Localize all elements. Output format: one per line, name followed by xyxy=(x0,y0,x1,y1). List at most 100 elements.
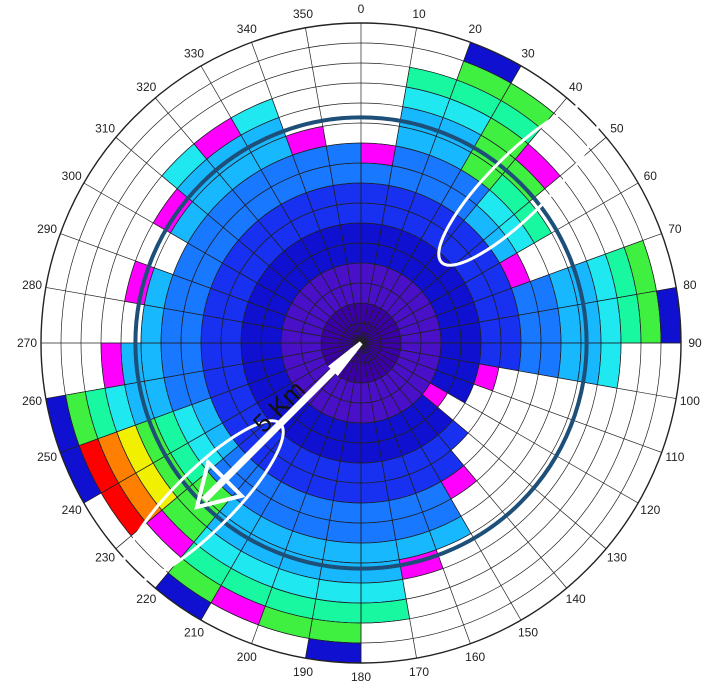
grid-spoke xyxy=(83,182,362,344)
heatmap-cell xyxy=(360,202,386,226)
heatmap-cell xyxy=(518,311,542,344)
heatmap-cell xyxy=(180,311,204,344)
grid-spoke xyxy=(115,342,362,549)
angle-tick-label: 340 xyxy=(237,22,257,36)
heatmap-cell xyxy=(336,460,362,484)
grid-spoke xyxy=(60,233,362,344)
heatmap-cell xyxy=(360,500,393,524)
heatmap-cell xyxy=(332,480,362,504)
angle-tick-label: 0 xyxy=(358,2,365,16)
heatmap-cell xyxy=(498,342,522,372)
angle-tick-label: 170 xyxy=(409,665,429,679)
grid-spoke xyxy=(360,137,607,344)
angle-tick-label: 100 xyxy=(680,394,700,408)
grid-spoke xyxy=(251,42,362,344)
grid-spoke xyxy=(155,97,362,344)
heatmap-cell xyxy=(557,342,582,382)
angle-tick-label: 350 xyxy=(293,7,313,21)
highlight-ellipse-northeast xyxy=(437,102,602,267)
grid-spoke xyxy=(360,342,607,549)
grid-spoke xyxy=(45,287,362,344)
grid-spoke xyxy=(360,342,677,399)
grid-spoke xyxy=(360,182,639,344)
grid-spoke xyxy=(60,342,362,453)
angle-tick-label: 40 xyxy=(569,80,583,94)
distance-arrow-head-outer xyxy=(194,458,246,510)
angle-tick-label: 250 xyxy=(37,450,57,464)
heatmap-cells xyxy=(45,41,682,664)
angle-tick-label: 120 xyxy=(640,503,660,517)
angle-tick-label: 130 xyxy=(607,551,627,565)
heatmap-cell xyxy=(220,318,244,344)
grid-spoke xyxy=(360,97,567,344)
angle-tick-label: 320 xyxy=(136,80,156,94)
angle-tick-label: 180 xyxy=(351,670,371,684)
grid-spoke xyxy=(360,287,677,344)
angle-tick-label: 220 xyxy=(136,592,156,606)
grid-spoke xyxy=(360,233,662,344)
heatmap-cell xyxy=(360,162,393,186)
heatmap-cell xyxy=(329,162,362,186)
heatmap-cell xyxy=(360,182,390,206)
heatmap-cell xyxy=(537,307,562,344)
heatmap-cell xyxy=(360,460,386,484)
heatmap-cell xyxy=(336,202,362,226)
angle-tick-label: 60 xyxy=(644,169,658,183)
heatmap-cell xyxy=(478,318,502,344)
distance-arrow xyxy=(194,341,363,510)
heatmap-cell xyxy=(537,342,562,379)
angle-tick-label: 70 xyxy=(668,222,682,236)
angle-tick-label: 80 xyxy=(683,278,697,292)
angle-tick-label: 190 xyxy=(293,665,313,679)
angle-tick-label: 150 xyxy=(518,625,538,639)
angle-tick-label: 140 xyxy=(566,592,586,606)
heatmap-cell xyxy=(220,342,244,368)
heatmap-cell xyxy=(332,182,362,206)
angle-tick-label: 110 xyxy=(665,450,684,464)
distance-arrow-head-inner xyxy=(328,341,363,376)
grid-spoke xyxy=(200,342,362,621)
grid-spoke xyxy=(155,342,362,589)
angle-tick-label: 90 xyxy=(688,336,702,350)
grid-spoke xyxy=(200,65,362,344)
angle-tick-label: 20 xyxy=(469,22,483,36)
heatmap-cell xyxy=(360,539,400,564)
grid-spoke xyxy=(305,342,362,659)
angle-tick-label: 290 xyxy=(37,222,57,236)
angle-tick-label: 200 xyxy=(237,650,257,664)
heatmap-cell xyxy=(518,342,542,375)
angle-tick-label: 10 xyxy=(412,7,426,21)
grid-spoke xyxy=(305,27,362,344)
grid-spoke xyxy=(360,65,522,344)
angle-labels: 0 10 20 30 40 50 60 70 80 90 100 110 120 130 140 150 160… xyxy=(17,2,702,684)
heatmap-cell xyxy=(360,480,390,504)
heatmap-cell xyxy=(360,519,397,544)
grid-spoke xyxy=(360,342,471,644)
grid-spoke xyxy=(251,342,362,644)
angle-tick-label: 160 xyxy=(465,650,485,664)
polar-grid xyxy=(40,22,682,664)
distance-arrow-shaft xyxy=(201,347,357,503)
grid-spoke xyxy=(360,342,639,504)
heatmap-cell xyxy=(498,314,522,344)
heatmap-cell xyxy=(140,304,165,344)
angle-tick-label: 310 xyxy=(95,121,115,135)
grid-spoke xyxy=(360,342,522,621)
heatmap-cell xyxy=(160,342,185,379)
distance-circle xyxy=(133,115,589,571)
heatmap-cell xyxy=(478,342,502,368)
angle-tick-label: 260 xyxy=(22,394,42,408)
grid-spoke xyxy=(45,342,362,399)
heatmap-cell xyxy=(200,342,224,372)
grid-spoke xyxy=(115,137,362,344)
angle-tick-label: 230 xyxy=(95,551,115,565)
heatmap-cell xyxy=(140,342,165,382)
heatmap-cell xyxy=(160,307,185,344)
heatmap-cell xyxy=(329,500,362,524)
angle-tick-label: 270 xyxy=(17,336,37,350)
angle-tick-label: 50 xyxy=(610,121,624,135)
annotations: 5 Km xyxy=(120,102,602,584)
angle-tick-label: 280 xyxy=(22,278,42,292)
grid-spoke xyxy=(360,342,417,659)
